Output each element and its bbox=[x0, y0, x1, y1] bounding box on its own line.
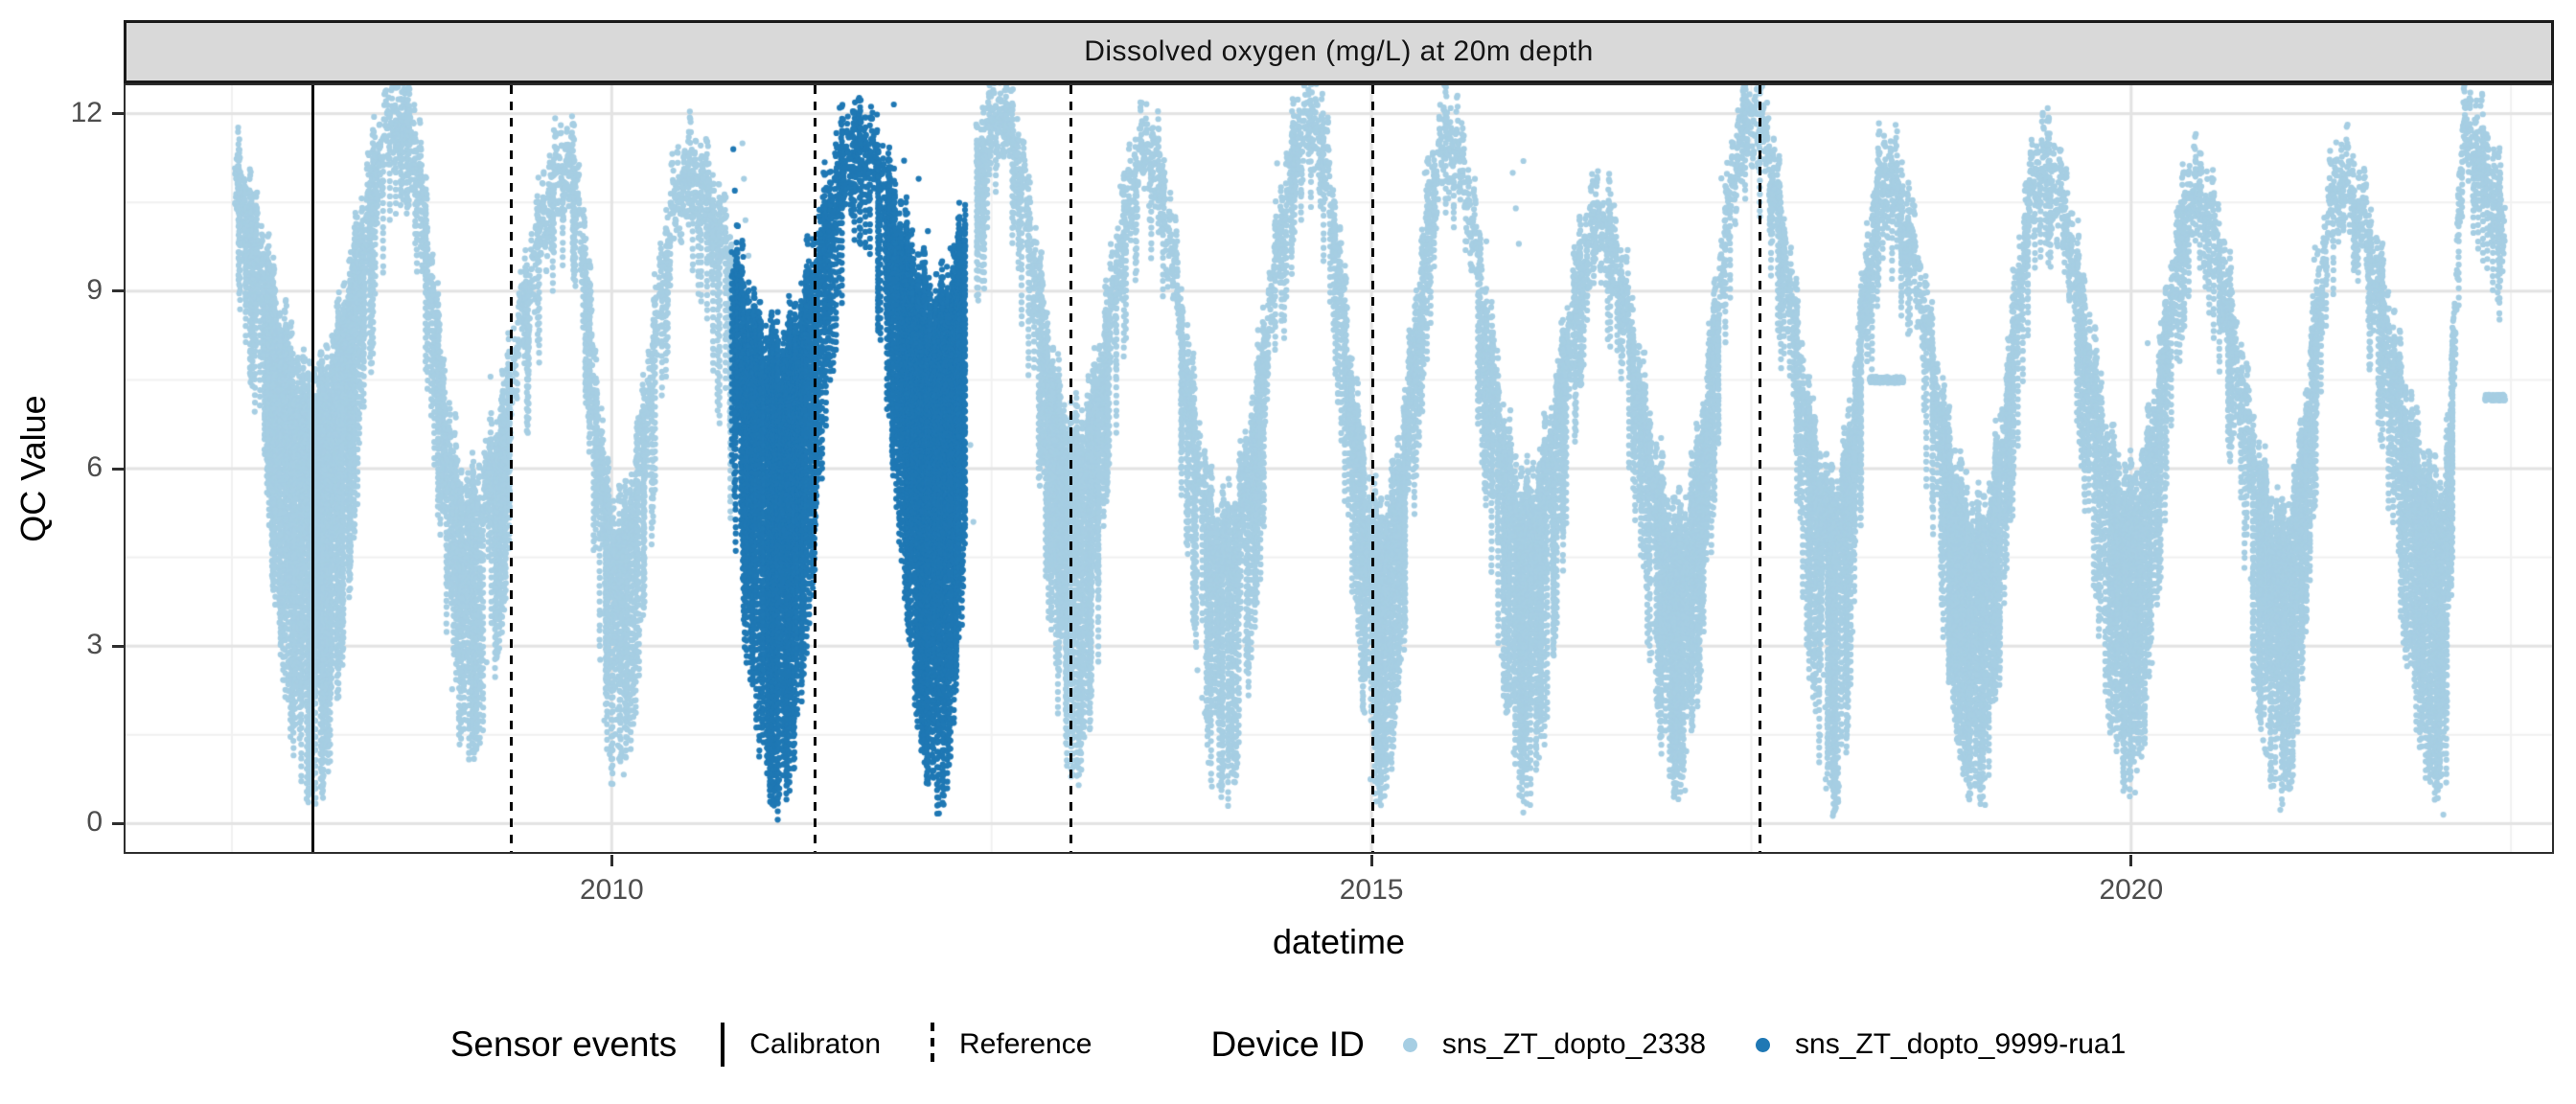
y-axis-title: QC Value bbox=[13, 395, 53, 542]
x-tick-label: 2015 bbox=[1339, 874, 1404, 906]
facet-strip: Dissolved oxygen (mg/L) at 20m depth bbox=[124, 20, 2554, 83]
y-tick-mark bbox=[112, 644, 124, 648]
plot-title: Dissolved oxygen (mg/L) at 20m depth bbox=[1084, 35, 1594, 67]
y-tick-label: 3 bbox=[86, 629, 103, 661]
x-tick-mark bbox=[1369, 855, 1373, 866]
reference-dashed-line-icon bbox=[931, 1023, 935, 1067]
x-tick-label: 2020 bbox=[2099, 874, 2164, 906]
legend-title-sensor-events: Sensor events bbox=[449, 1024, 678, 1064]
legend-item-reference: Reference bbox=[931, 1023, 1092, 1067]
event-lines bbox=[126, 85, 2552, 852]
x-tick-mark bbox=[610, 855, 613, 866]
reference-event-line bbox=[1371, 85, 1375, 852]
legend-item-calibration: Calibraton bbox=[721, 1023, 881, 1067]
y-tick-label: 6 bbox=[86, 451, 103, 483]
device-9999-dot-icon bbox=[1756, 1037, 1771, 1052]
y-tick-label: 12 bbox=[70, 96, 103, 128]
legend-label-device-9999: sns_ZT_dopto_9999-rua1 bbox=[1795, 1028, 2127, 1060]
y-tick-label: 0 bbox=[86, 806, 103, 839]
reference-event-line bbox=[1069, 85, 1072, 852]
legend: Sensor events Calibraton Reference Devic… bbox=[0, 1004, 2576, 1085]
legend-label-device-2338: sns_ZT_dopto_2338 bbox=[1441, 1028, 1707, 1060]
x-tick-label: 2010 bbox=[579, 874, 644, 906]
x-tick-mark bbox=[2129, 855, 2133, 866]
reference-event-line bbox=[814, 85, 817, 852]
calibration-solid-line-icon bbox=[721, 1023, 725, 1067]
y-tick-label: 9 bbox=[86, 273, 103, 306]
y-tick-mark bbox=[112, 821, 124, 825]
scatter-points-canvas bbox=[126, 85, 2552, 852]
x-axis-title: datetime bbox=[1272, 922, 1406, 961]
calibration-event-line bbox=[310, 85, 314, 852]
plot-panel bbox=[124, 83, 2554, 854]
legend-label-calibration: Calibraton bbox=[749, 1028, 882, 1060]
legend-item-device-9999: sns_ZT_dopto_9999-rua1 bbox=[1756, 1028, 2126, 1061]
y-tick-mark bbox=[112, 112, 124, 116]
legend-title-device-id: Device ID bbox=[1210, 1024, 1365, 1064]
y-tick-mark bbox=[112, 289, 124, 293]
reference-event-line bbox=[1759, 85, 1762, 852]
device-2338-dot-icon bbox=[1402, 1037, 1417, 1052]
legend-label-reference: Reference bbox=[959, 1028, 1092, 1060]
legend-item-device-2338: sns_ZT_dopto_2338 bbox=[1402, 1028, 1707, 1061]
reference-event-line bbox=[510, 85, 514, 852]
y-tick-mark bbox=[112, 467, 124, 471]
